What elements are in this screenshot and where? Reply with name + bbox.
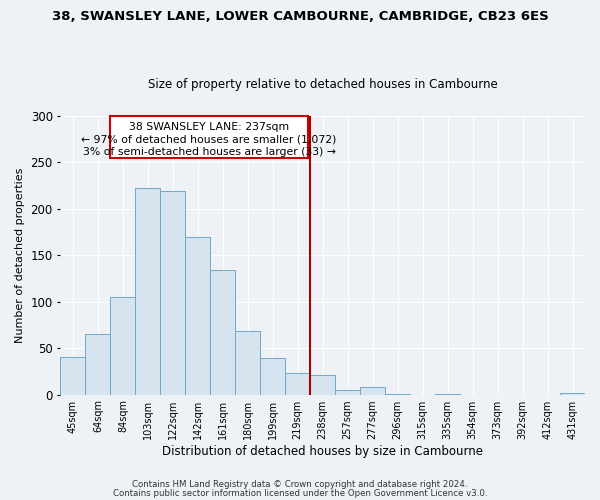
Bar <box>560 392 585 394</box>
Y-axis label: Number of detached properties: Number of detached properties <box>15 168 25 343</box>
Bar <box>61 358 85 395</box>
Bar <box>260 358 285 394</box>
Bar <box>185 236 211 394</box>
Text: 38, SWANSLEY LANE, LOWER CAMBOURNE, CAMBRIDGE, CB23 6ES: 38, SWANSLEY LANE, LOWER CAMBOURNE, CAMB… <box>52 10 548 23</box>
X-axis label: Distribution of detached houses by size in Cambourne: Distribution of detached houses by size … <box>162 444 483 458</box>
Bar <box>160 191 185 394</box>
Bar <box>136 188 160 394</box>
Bar <box>285 373 310 394</box>
Bar <box>360 387 385 394</box>
Bar <box>211 270 235 394</box>
Bar <box>235 332 260 394</box>
Bar <box>335 390 360 394</box>
Text: Contains public sector information licensed under the Open Government Licence v3: Contains public sector information licen… <box>113 488 487 498</box>
Text: ← 97% of detached houses are smaller (1,072): ← 97% of detached houses are smaller (1,… <box>82 135 337 145</box>
Bar <box>310 375 335 394</box>
Bar <box>85 334 110 394</box>
Title: Size of property relative to detached houses in Cambourne: Size of property relative to detached ho… <box>148 78 497 91</box>
FancyBboxPatch shape <box>110 116 308 158</box>
Text: 3% of semi-detached houses are larger (33) →: 3% of semi-detached houses are larger (3… <box>83 148 335 158</box>
Text: 38 SWANSLEY LANE: 237sqm: 38 SWANSLEY LANE: 237sqm <box>129 122 289 132</box>
Text: Contains HM Land Registry data © Crown copyright and database right 2024.: Contains HM Land Registry data © Crown c… <box>132 480 468 489</box>
Bar <box>110 297 136 394</box>
